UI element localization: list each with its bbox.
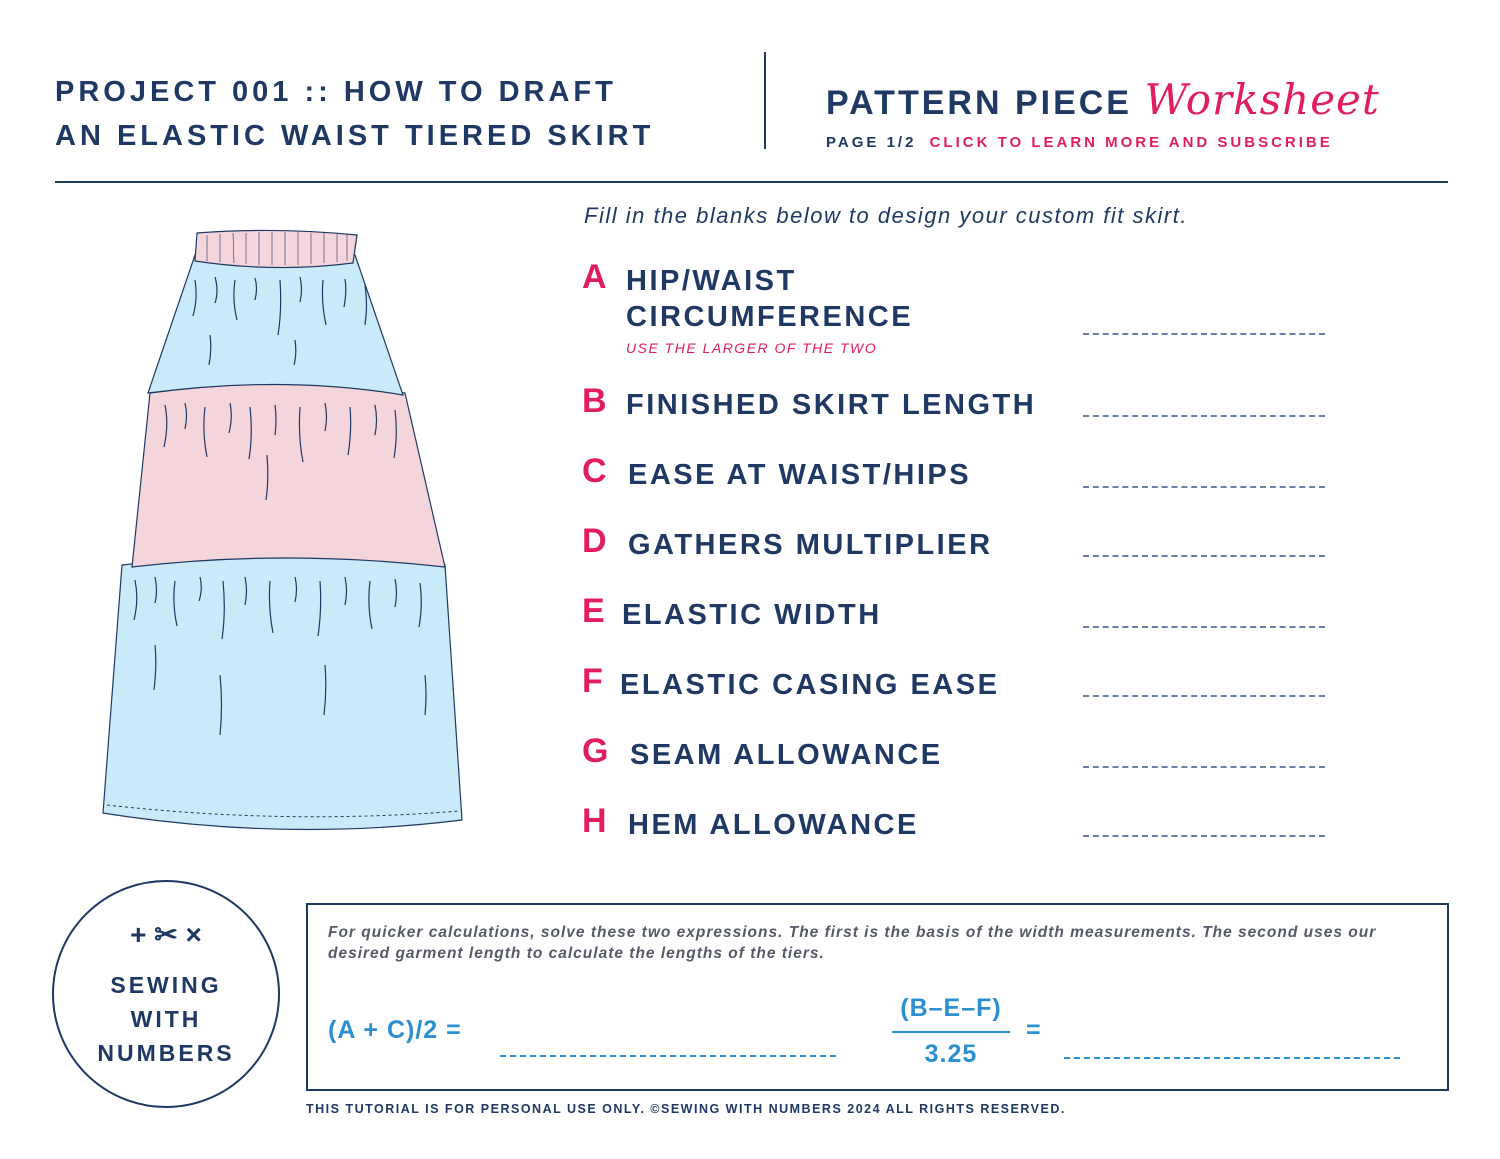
- worksheet-title-text: PATTERN PIECE: [826, 84, 1132, 122]
- calculation-instructions: For quicker calculations, solve these tw…: [328, 924, 1377, 962]
- field-h-letter: H: [582, 802, 607, 840]
- field-e-letter: E: [582, 592, 605, 630]
- calculation-box: [306, 903, 1449, 1091]
- field-a-label-line1: HIP/WAIST: [626, 265, 797, 297]
- field-g-blank[interactable]: [1083, 766, 1325, 768]
- header-divider: [764, 52, 766, 149]
- expression-1: (A + C)/2 =: [328, 1016, 462, 1044]
- copyright-footer: THIS TUTORIAL IS FOR PERSONAL USE ONLY. …: [306, 1102, 1066, 1116]
- field-d-letter: D: [582, 522, 607, 560]
- page-label: PAGE 1/2: [826, 134, 917, 151]
- fraction-bar: [892, 1031, 1010, 1033]
- subscribe-link[interactable]: CLICK TO LEARN MORE AND SUBSCRIBE: [929, 134, 1333, 151]
- field-c-letter: C: [582, 452, 607, 490]
- logo-line1: SEWING: [110, 972, 222, 998]
- skirt-tier-bottom: [102, 555, 463, 831]
- field-h-label: HEM ALLOWANCE: [628, 809, 919, 841]
- skirt-tier-middle: [131, 383, 446, 568]
- field-a-letter: A: [582, 258, 607, 296]
- field-a-label-line2: CIRCUMFERENCE: [626, 301, 914, 333]
- field-f-label: ELASTIC CASING EASE: [620, 669, 1000, 701]
- field-d-label: GATHERS MULTIPLIER: [628, 529, 993, 561]
- field-a-note: USE THE LARGER OF THE TWO: [626, 340, 878, 356]
- field-g-label: SEAM ALLOWANCE: [630, 739, 943, 771]
- expression-1-blank[interactable]: [500, 1055, 836, 1057]
- field-b-blank[interactable]: [1083, 415, 1325, 417]
- header-rule: [55, 181, 1448, 183]
- skirt-tier-top: [147, 254, 404, 396]
- field-e-blank[interactable]: [1083, 626, 1325, 628]
- skirt-waistband: [194, 229, 358, 269]
- expression-2-denominator: 3.25: [924, 1040, 978, 1068]
- page-subheader: PAGE 1/2 CLICK TO LEARN MORE AND SUBSCRI…: [826, 134, 1333, 151]
- field-f-blank[interactable]: [1083, 695, 1325, 697]
- field-h-blank[interactable]: [1083, 835, 1325, 837]
- logo-line2: WITH: [130, 1006, 202, 1032]
- expression-2-equals: =: [1026, 1016, 1042, 1044]
- project-title-line1: PROJECT 001 :: HOW TO DRAFT: [55, 76, 617, 108]
- brand-logo-circle: [52, 880, 280, 1108]
- intro-text: Fill in the blanks below to design your …: [584, 203, 1188, 228]
- field-c-blank[interactable]: [1083, 486, 1325, 488]
- scissors-icon: + ✂ ×: [130, 919, 202, 950]
- expression-2-blank[interactable]: [1064, 1057, 1400, 1059]
- field-a-blank[interactable]: [1083, 333, 1325, 335]
- logo-line3: NUMBERS: [97, 1040, 235, 1066]
- skirt-illustration: [102, 229, 463, 831]
- brand-logo-text: SEWING WITH NUMBERS: [52, 968, 280, 1070]
- field-b-label: FINISHED SKIRT LENGTH: [626, 389, 1037, 421]
- field-f-letter: F: [582, 662, 603, 700]
- worksheet-title: PATTERN PIECE Worksheet: [826, 79, 1380, 123]
- field-d-blank[interactable]: [1083, 555, 1325, 557]
- expression-2-numerator: (B–E–F): [900, 994, 1002, 1022]
- project-title: PROJECT 001 :: HOW TO DRAFT AN ELASTIC W…: [55, 70, 654, 158]
- worksheet-script-text: Worksheet: [1144, 75, 1380, 124]
- field-b-letter: B: [582, 382, 607, 420]
- field-g-letter: G: [582, 732, 609, 770]
- field-e-label: ELASTIC WIDTH: [622, 599, 882, 631]
- field-c-label: EASE AT WAIST/HIPS: [628, 459, 972, 491]
- project-title-line2: AN ELASTIC WAIST TIERED SKIRT: [55, 120, 655, 152]
